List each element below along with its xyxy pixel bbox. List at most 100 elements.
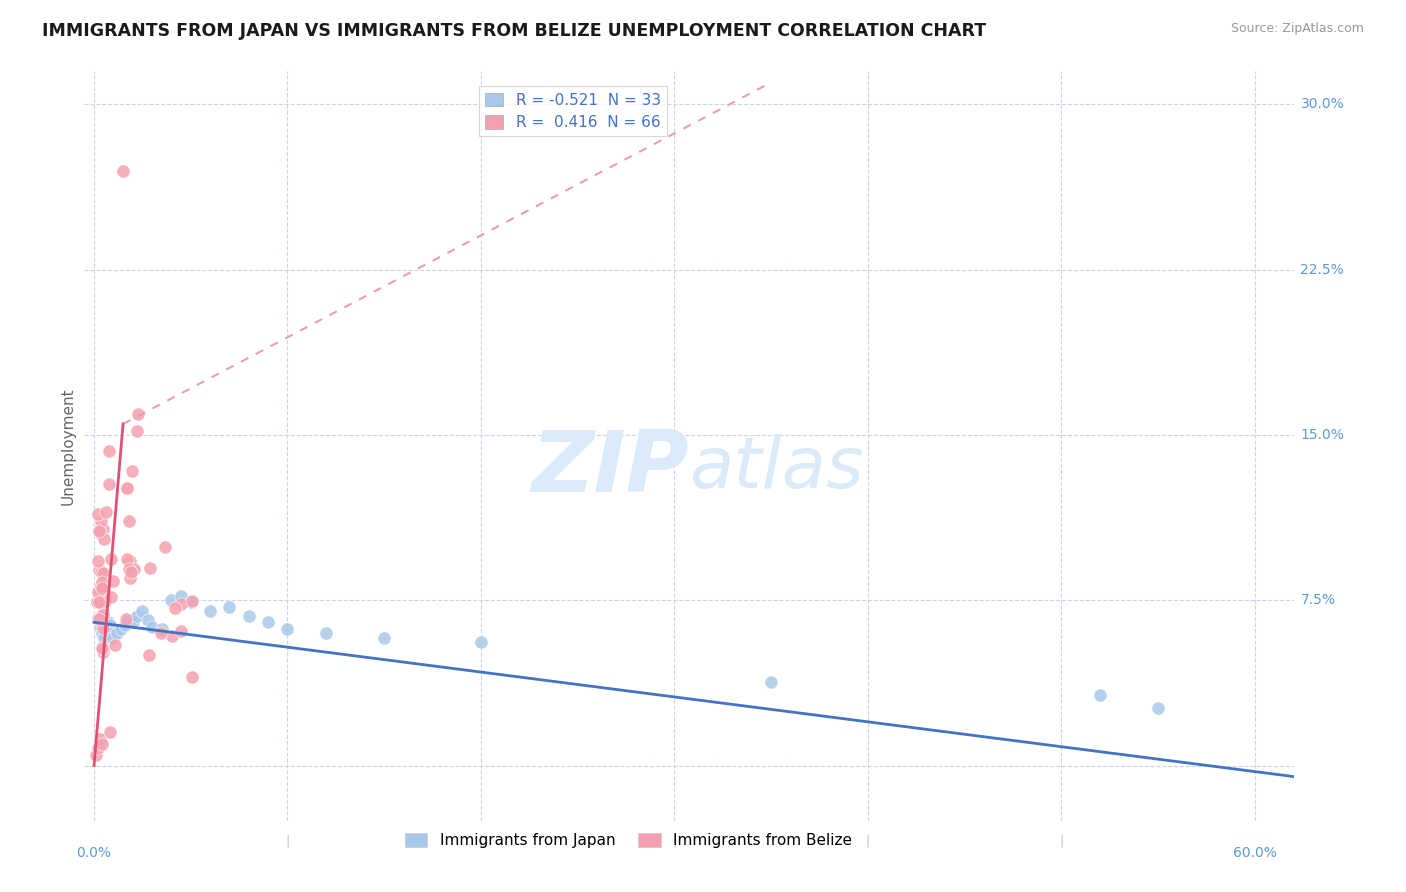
Point (118, 613, 141, 627)
Point (91, 645, 114, 659)
Text: Source: ZipAtlas.com: Source: ZipAtlas.com (1230, 22, 1364, 36)
Point (120, 571, 142, 585)
Text: |: | (1059, 835, 1063, 847)
Point (136, 613, 159, 627)
Point (89, 595, 111, 609)
Point (180, 595, 202, 609)
Point (117, 514, 139, 528)
Point (89, 563, 111, 577)
Point (96, 505, 118, 519)
Point (89, 582, 111, 596)
Point (150, 622, 173, 636)
Point (257, 615, 280, 630)
Point (90, 514, 112, 528)
Point (105, 626, 128, 640)
Point (115, 612, 138, 626)
Point (112, 163, 135, 178)
Point (90, 737, 112, 751)
Point (87, 611, 110, 625)
Point (238, 608, 260, 623)
Point (93, 532, 115, 546)
Point (160, 628, 183, 642)
Point (121, 463, 143, 477)
Point (84, 747, 107, 762)
Point (120, 554, 142, 568)
Point (87, 593, 110, 607)
Point (87, 612, 110, 626)
Point (97, 444, 120, 458)
Point (91, 641, 114, 656)
Point (93, 631, 115, 645)
Point (89, 610, 111, 624)
Point (87, 524, 110, 539)
Text: atlas: atlas (689, 434, 863, 503)
Point (131, 604, 153, 618)
Point (276, 622, 298, 636)
Point (160, 593, 183, 607)
Point (94, 593, 117, 607)
Text: |: | (285, 835, 290, 847)
Point (114, 617, 136, 632)
Point (170, 598, 193, 612)
Point (87, 585, 110, 599)
Text: 60.0%: 60.0% (1233, 846, 1277, 860)
Point (98, 725, 121, 739)
Point (90, 583, 112, 598)
Text: 30.0%: 30.0% (1301, 97, 1344, 112)
Text: 0.0%: 0.0% (76, 846, 111, 860)
Point (86, 508, 108, 522)
Text: |: | (479, 835, 484, 847)
Point (198, 604, 221, 618)
Point (86, 595, 108, 609)
Point (98, 477, 121, 491)
Point (218, 599, 240, 614)
Point (115, 551, 138, 566)
Point (118, 562, 141, 576)
Point (1088, 688, 1111, 702)
Point (90, 626, 112, 640)
Point (150, 625, 173, 640)
Point (100, 626, 122, 640)
Point (89, 611, 111, 625)
Text: 22.5%: 22.5% (1301, 263, 1344, 277)
Text: |: | (866, 835, 870, 847)
Point (97, 615, 120, 630)
Point (125, 424, 148, 438)
Point (373, 631, 395, 645)
Point (101, 574, 124, 589)
Point (91, 640, 114, 655)
Point (470, 635, 492, 649)
Point (117, 481, 139, 495)
Point (91, 621, 114, 635)
Legend: R = -0.521  N = 33, R =  0.416  N = 66: R = -0.521 N = 33, R = 0.416 N = 66 (479, 87, 666, 136)
Point (181, 670, 204, 684)
Point (141, 620, 163, 634)
Point (1147, 701, 1170, 715)
Point (138, 648, 160, 662)
Point (90, 579, 112, 593)
Point (127, 407, 149, 421)
Point (170, 589, 193, 603)
Point (100, 590, 122, 604)
Point (90, 575, 112, 590)
Point (170, 624, 193, 638)
Point (115, 481, 138, 495)
Point (89, 525, 111, 540)
Point (87, 740, 110, 755)
Point (163, 601, 186, 615)
Point (103, 631, 125, 645)
Text: |: | (672, 835, 676, 847)
Point (90, 565, 112, 579)
Point (153, 540, 176, 554)
Text: ZIP: ZIP (531, 427, 689, 510)
Point (110, 622, 132, 636)
Text: 15.0%: 15.0% (1301, 428, 1344, 442)
Point (315, 626, 337, 640)
Point (89, 732, 111, 747)
Point (121, 615, 143, 630)
Point (91, 566, 114, 581)
Point (104, 638, 127, 652)
Point (100, 551, 122, 566)
Point (94, 622, 117, 636)
Point (139, 561, 162, 575)
